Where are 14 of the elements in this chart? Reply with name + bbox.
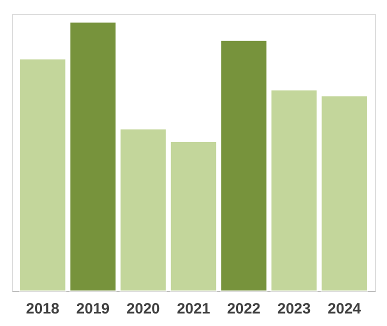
bar [320, 95, 368, 292]
x-tick-label: 2019 [76, 300, 110, 318]
bar [69, 22, 117, 292]
x-tick-label: 2020 [126, 300, 160, 318]
bar [270, 89, 318, 292]
x-tick-label: 2024 [328, 300, 362, 318]
x-tick-label: 2021 [176, 300, 210, 318]
bar [120, 128, 167, 292]
bar [220, 40, 268, 292]
bar [19, 58, 66, 292]
x-tick-label: 2023 [277, 300, 311, 318]
bar [170, 140, 218, 292]
x-tick-label: 2022 [227, 300, 260, 318]
x-tick-label: 2018 [26, 300, 60, 318]
